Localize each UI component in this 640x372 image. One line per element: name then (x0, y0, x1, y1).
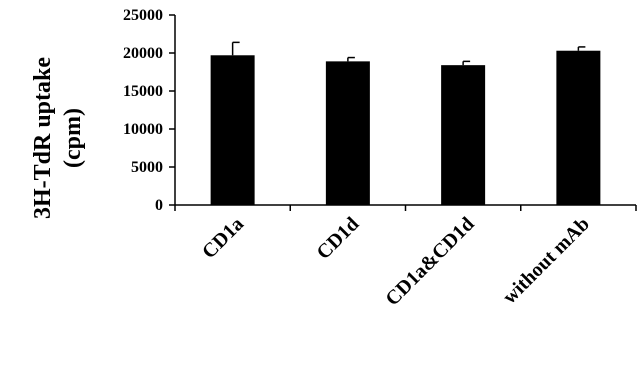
y-tick-label: 20000 (123, 45, 163, 62)
bar-cd1a (210, 55, 255, 205)
y-axis-ticks: 0 5000 10000 15000 20000 25000 (123, 7, 175, 214)
x-axis-ticks: CD1a CD1d CD1a&CD1d without mAb (174, 205, 637, 310)
x-tick-label: without mAb (499, 213, 594, 308)
error-bars (231, 41, 586, 66)
bar-cd1a-cd1d (441, 65, 486, 205)
bar-cd1d (325, 61, 370, 205)
y-tick-label: 0 (155, 197, 163, 214)
y-axis-title-line-2: (cpm) (60, 108, 86, 168)
y-tick-label: 25000 (123, 7, 163, 24)
y-tick-label: 10000 (123, 121, 163, 138)
y-tick-label: 5000 (131, 159, 163, 176)
bars (210, 50, 601, 205)
x-tick-label: CD1d (312, 213, 363, 264)
y-axis-title: 3H-TdR uptake (cpm) (30, 57, 86, 219)
x-tick-label: CD1a (198, 213, 248, 263)
y-tick-label: 15000 (123, 83, 163, 100)
y-axis-title-line-1: 3H-TdR uptake (30, 57, 56, 219)
bar-without-mab (556, 50, 601, 205)
x-tick-label: CD1a&CD1d (381, 213, 478, 310)
